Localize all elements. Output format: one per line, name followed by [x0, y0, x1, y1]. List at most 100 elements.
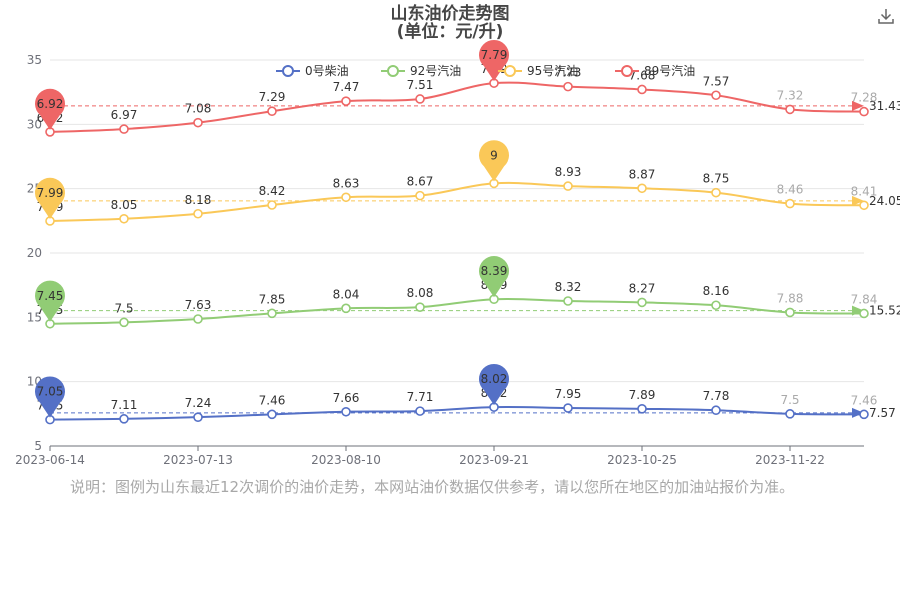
series-2: 24.05 7.99 8.05 8.18 8.42 8.63 8.67 9 8.93 8.87 8.…	[35, 140, 900, 226]
data-label: 7.95	[555, 387, 582, 401]
data-label: 8.46	[777, 183, 804, 197]
data-point	[267, 106, 277, 117]
data-point	[563, 181, 573, 191]
data-point	[341, 303, 351, 314]
data-label: 7.46	[851, 393, 878, 407]
average-arrow	[852, 195, 864, 206]
legend-item[interactable]: 95号汽油	[498, 63, 578, 78]
data-label: 7.85	[259, 292, 286, 306]
data-point	[119, 414, 129, 424]
data-label: 7.08	[185, 102, 212, 116]
data-label: 7.47	[333, 80, 360, 94]
legend-label: 92号汽油	[410, 63, 461, 78]
data-label: 7.28	[851, 91, 878, 105]
y-tick-label: 20	[27, 246, 42, 260]
data-label: 7.5	[780, 393, 799, 407]
data-label: 7.29	[259, 90, 286, 104]
data-point	[563, 81, 573, 92]
chart-subtitle: (单位：元/升)	[396, 22, 504, 42]
max-marker	[478, 140, 510, 182]
data-point	[637, 297, 647, 308]
data-label: 8.05	[111, 198, 138, 212]
series-3: 31.436.926.977.087.297.477.517.797.737.6…	[35, 39, 900, 137]
data-point	[785, 307, 795, 318]
data-point	[859, 200, 869, 211]
data-point	[711, 90, 721, 101]
legend-item[interactable]: 92号汽油	[381, 63, 461, 78]
data-point	[341, 406, 351, 417]
data-point	[119, 213, 129, 224]
data-point	[267, 308, 277, 319]
data-label: 7.5	[114, 301, 133, 315]
data-label: 7.73	[555, 66, 582, 80]
data-label: 8.18	[185, 193, 212, 207]
data-label: 7.84	[851, 292, 878, 306]
data-label: 8.42	[259, 184, 286, 198]
data-point	[711, 405, 721, 416]
max-marker-label: 7.79	[481, 48, 508, 62]
data-point	[785, 409, 795, 419]
series-1: 15.52 7.45 7.5 7.63 7.85 8.04 8.08 8.39 8.32 8.27…	[35, 256, 900, 329]
data-label: 8.04	[333, 287, 360, 301]
data-point	[563, 403, 573, 413]
chart-note: 说明：图例为山东最近12次调价的油价走势，本网站油价数据仅供参考，请以您所在地区…	[70, 478, 795, 496]
max-marker	[478, 39, 510, 82]
average-label: 31.43	[869, 99, 900, 113]
download-icon[interactable]	[876, 6, 896, 26]
legend-item[interactable]: 0号柴油	[276, 64, 349, 78]
data-label: 8.75	[703, 172, 730, 186]
data-point	[785, 104, 795, 115]
data-label: 8.63	[333, 176, 360, 190]
data-point	[193, 314, 203, 324]
data-point	[637, 404, 647, 414]
min-marker	[35, 177, 65, 219]
max-marker-label: 9	[490, 148, 498, 162]
data-point	[415, 190, 425, 201]
data-point	[415, 406, 425, 416]
data-point	[859, 409, 869, 420]
data-label: 7.24	[185, 396, 212, 410]
data-label: 7.89	[629, 388, 656, 402]
data-label: 7.32	[777, 88, 804, 102]
legend-label: 0号柴油	[305, 64, 349, 78]
y-tick-label: 30	[27, 117, 42, 131]
data-label: 8.87	[629, 167, 656, 181]
data-label: 7.51	[407, 78, 434, 92]
series-0: 7.57 7.05 7.11 7.24 7.46 7.66 7.71 8.02 7.95 7.89…	[35, 363, 896, 425]
legend-symbol	[621, 65, 633, 77]
data-point	[563, 296, 573, 306]
data-label: 7.66	[333, 391, 360, 405]
min-marker	[35, 376, 65, 418]
data-label: 8.27	[629, 281, 656, 295]
data-label: 6.97	[111, 108, 138, 122]
legend: 0号柴油 92号汽油 95号汽油 89号汽油	[276, 63, 695, 78]
y-tick-label: 15	[27, 310, 42, 324]
legend-item[interactable]: 89号汽油	[615, 63, 695, 78]
data-point	[193, 208, 203, 219]
data-label: 7.46	[259, 393, 286, 407]
x-tick-label: 2023-11-22	[755, 453, 825, 467]
max-marker-label: 8.39	[481, 264, 508, 278]
average-label: 7.57	[869, 406, 896, 420]
max-marker	[478, 256, 509, 298]
data-point	[193, 117, 203, 128]
data-point	[711, 187, 721, 198]
data-point	[267, 200, 277, 210]
data-label: 8.93	[555, 165, 582, 179]
x-tick-label: 2023-09-21	[459, 453, 529, 467]
grid	[50, 59, 864, 447]
data-point	[267, 409, 277, 420]
min-marker-label: 6.92	[37, 97, 64, 111]
data-point	[859, 308, 869, 319]
average-label: 24.05	[869, 194, 900, 208]
data-point	[711, 300, 721, 311]
data-point	[785, 198, 795, 209]
average-arrow	[852, 407, 864, 418]
x-tick-label: 2023-08-10	[311, 453, 381, 467]
min-marker	[35, 280, 65, 322]
series-line	[49, 181, 865, 222]
legend-label: 95号汽油	[527, 63, 578, 78]
x-tick-label: 2023-06-14	[15, 453, 85, 467]
